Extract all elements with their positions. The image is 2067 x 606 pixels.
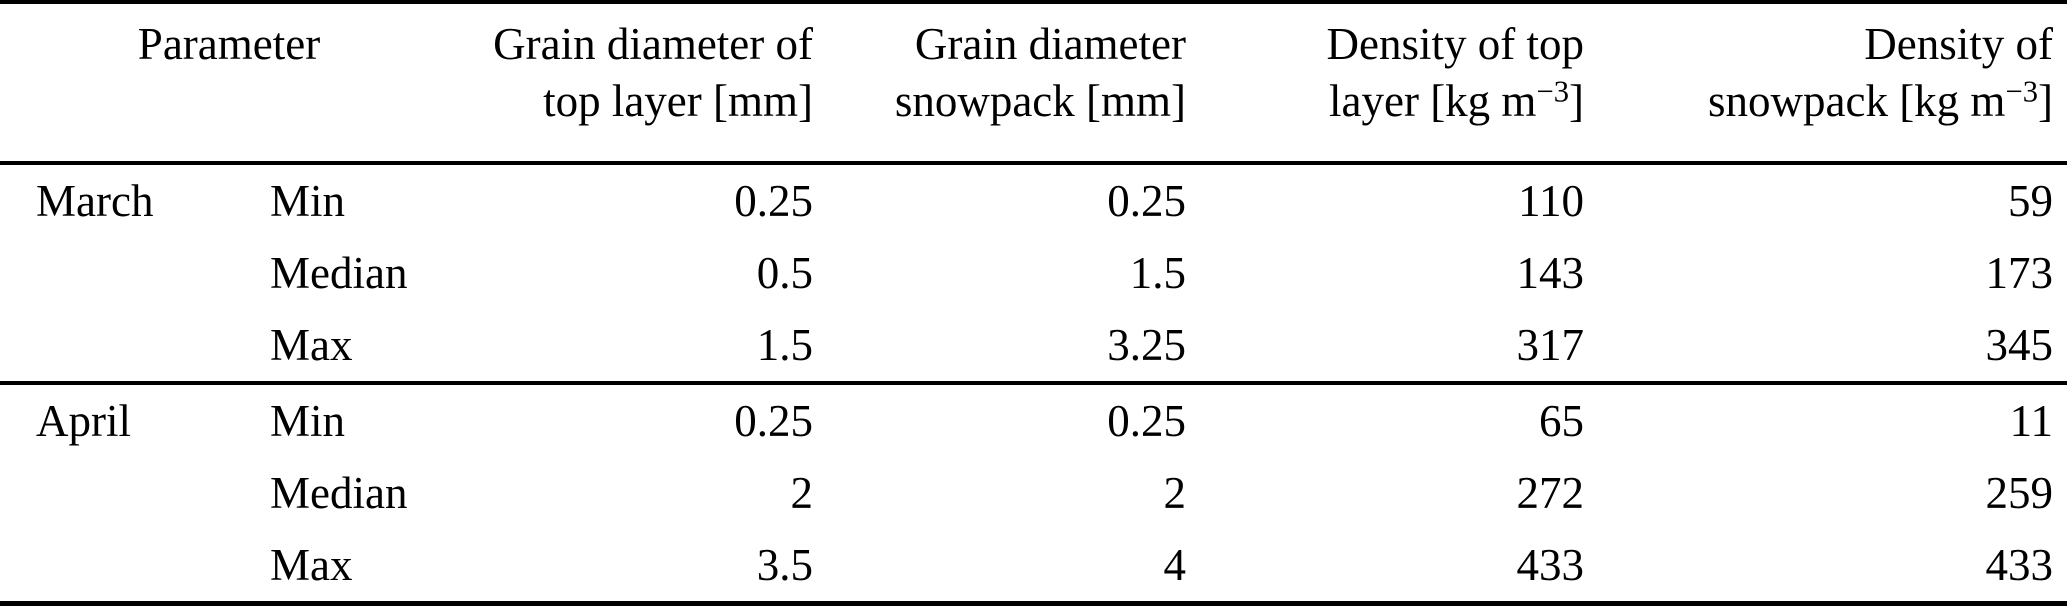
cell-month: March: [36, 176, 154, 226]
cell-grain-snowpack: 0.25: [1107, 396, 1186, 446]
top-rule: [0, 0, 2067, 4]
row-march-max: Max 1.5 3.25 317 345: [0, 309, 2067, 381]
cell-density-snowpack: 345: [1985, 320, 2054, 370]
header-grain-diameter-top-layer: Grain diameter of top layer [mm]: [493, 19, 813, 126]
cell-density-top: 110: [1518, 176, 1584, 226]
cell-density-top: 143: [1516, 248, 1585, 298]
cell-grain-snowpack: 1.5: [1129, 248, 1186, 298]
row-march-min: March Min 0.25 0.25 110 59: [0, 165, 2067, 237]
cell-density-top: 272: [1516, 468, 1585, 518]
header-rule: [0, 161, 2067, 165]
cell-grain-top: 3.5: [756, 540, 813, 590]
cell-stat: Max: [270, 320, 353, 370]
header-density-top-layer: Density of top layer [kg m−3]: [1326, 19, 1584, 126]
row-march-median: Median 0.5 1.5 143 173: [0, 237, 2067, 309]
cell-density-top: 317: [1516, 320, 1585, 370]
row-april-median: Median 2 2 272 259: [0, 457, 2067, 529]
row-april-min: April Min 0.25 0.25 65 11: [0, 385, 2067, 457]
header-parameter-label: Parameter: [137, 19, 321, 69]
table-header-row: Parameter Grain diameter of top layer [m…: [0, 4, 2067, 161]
group-april: April Min 0.25 0.25 65 11 Median 2 2 272…: [0, 385, 2067, 601]
cell-density-snowpack: 59: [2008, 176, 2053, 226]
superscript-minus-3: −3: [2005, 74, 2038, 109]
cell-stat: Median: [270, 248, 408, 298]
cell-density-snowpack: 433: [1985, 540, 2054, 590]
row-april-max: Max 3.5 4 433 433: [0, 529, 2067, 601]
cell-grain-snowpack: 0.25: [1107, 176, 1186, 226]
bottom-rule: [0, 601, 2067, 606]
superscript-minus-3: −3: [1536, 74, 1569, 109]
cell-density-top: 65: [1539, 396, 1584, 446]
cell-grain-top: 0.5: [756, 248, 813, 298]
cell-density-snowpack: 259: [1985, 468, 2054, 518]
cell-density-top: 433: [1516, 540, 1585, 590]
cell-grain-top: 0.25: [734, 396, 813, 446]
cell-grain-top: 0.25: [734, 176, 813, 226]
cell-density-snowpack: 11: [2009, 396, 2053, 446]
cell-stat: Max: [270, 540, 353, 590]
cell-grain-top: 1.5: [756, 320, 813, 370]
cell-month: April: [36, 396, 131, 446]
cell-density-snowpack: 173: [1985, 248, 2054, 298]
header-density-snowpack: Density of snowpack [kg m−3]: [1707, 19, 2053, 126]
cell-stat: Min: [270, 396, 346, 446]
cell-grain-snowpack: 4: [1163, 540, 1187, 590]
group-divider-rule: [0, 381, 2067, 385]
header-grain-diameter-snowpack: Grain diameter snowpack [mm]: [894, 19, 1186, 126]
cell-stat: Median: [270, 468, 408, 518]
group-march: March Min 0.25 0.25 110 59 Median 0.5 1.…: [0, 165, 2067, 381]
cell-grain-top: 2: [790, 468, 814, 518]
cell-stat: Min: [270, 176, 346, 226]
cell-grain-snowpack: 3.25: [1107, 320, 1186, 370]
header-parameter: Parameter: [0, 16, 472, 135]
cell-grain-snowpack: 2: [1163, 468, 1187, 518]
